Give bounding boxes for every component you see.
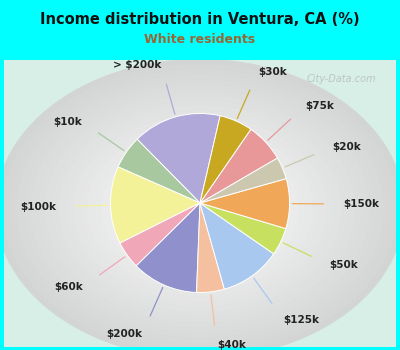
Text: $75k: $75k xyxy=(305,100,334,111)
Circle shape xyxy=(108,141,292,276)
Text: $40k: $40k xyxy=(217,341,246,350)
Circle shape xyxy=(158,178,242,240)
Wedge shape xyxy=(120,203,200,266)
Circle shape xyxy=(193,204,207,214)
Circle shape xyxy=(9,69,391,348)
Circle shape xyxy=(30,85,370,333)
Circle shape xyxy=(165,183,235,235)
Circle shape xyxy=(115,147,285,271)
Circle shape xyxy=(59,105,341,312)
Wedge shape xyxy=(196,203,224,293)
Circle shape xyxy=(129,157,271,260)
Text: $60k: $60k xyxy=(54,281,83,292)
Circle shape xyxy=(80,121,320,297)
Circle shape xyxy=(0,59,400,350)
Wedge shape xyxy=(110,167,200,243)
Circle shape xyxy=(24,79,376,338)
Circle shape xyxy=(94,131,306,286)
Circle shape xyxy=(186,198,214,219)
Circle shape xyxy=(172,188,228,229)
Circle shape xyxy=(45,95,355,322)
Circle shape xyxy=(2,64,398,350)
Circle shape xyxy=(73,116,327,302)
Text: $50k: $50k xyxy=(330,260,358,270)
Wedge shape xyxy=(200,158,286,203)
Text: $125k: $125k xyxy=(284,315,320,325)
Text: City-Data.com: City-Data.com xyxy=(307,74,376,84)
Text: White residents: White residents xyxy=(144,33,256,46)
Wedge shape xyxy=(200,116,251,203)
Wedge shape xyxy=(200,203,286,254)
Text: $30k: $30k xyxy=(258,67,287,77)
Wedge shape xyxy=(200,129,277,203)
Circle shape xyxy=(122,152,278,266)
Wedge shape xyxy=(137,113,220,203)
Text: $10k: $10k xyxy=(53,117,82,126)
Text: $100k: $100k xyxy=(20,202,56,211)
Wedge shape xyxy=(200,203,274,289)
Circle shape xyxy=(150,173,250,245)
Wedge shape xyxy=(118,139,200,203)
Text: $150k: $150k xyxy=(344,199,380,209)
Circle shape xyxy=(16,74,384,343)
Text: $200k: $200k xyxy=(106,329,142,339)
Wedge shape xyxy=(136,203,200,293)
Circle shape xyxy=(136,162,264,255)
Text: $20k: $20k xyxy=(332,142,361,152)
Circle shape xyxy=(87,126,313,292)
Circle shape xyxy=(66,111,334,307)
Text: > $200k: > $200k xyxy=(112,60,161,70)
Wedge shape xyxy=(200,178,290,229)
Circle shape xyxy=(52,100,348,317)
Text: Income distribution in Ventura, CA (%): Income distribution in Ventura, CA (%) xyxy=(40,12,360,27)
Circle shape xyxy=(179,193,221,224)
Circle shape xyxy=(101,136,299,281)
Circle shape xyxy=(144,167,256,250)
Circle shape xyxy=(38,90,362,328)
